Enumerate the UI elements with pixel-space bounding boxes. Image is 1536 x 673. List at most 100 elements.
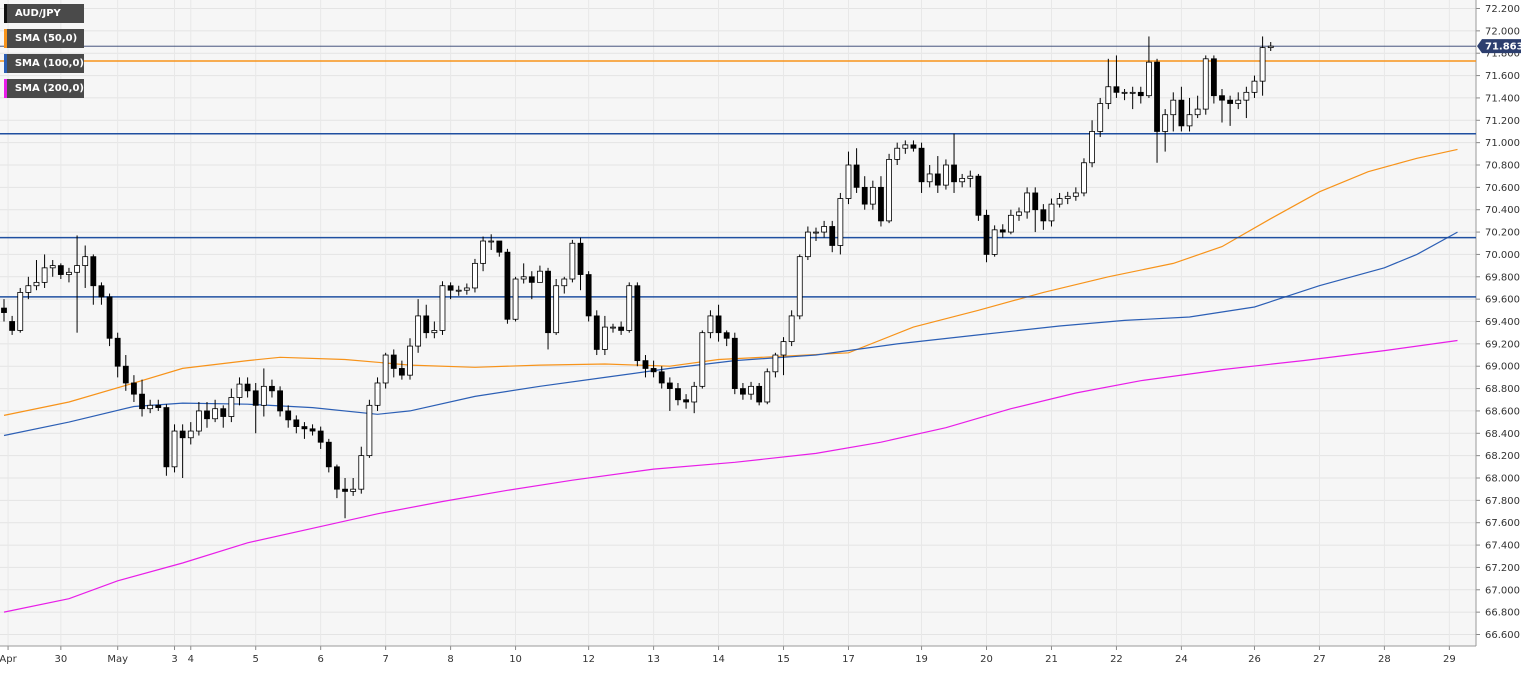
candle-body: [520, 276, 527, 280]
candle-body: [179, 430, 186, 439]
candle-body: [496, 240, 503, 253]
candle-body: [212, 408, 219, 420]
candle-body: [1048, 203, 1055, 222]
y-tick-label: 68.400: [1485, 429, 1520, 440]
x-tick-label: 21: [1045, 654, 1058, 665]
candle-body: [1227, 99, 1234, 104]
candle-body: [1097, 103, 1104, 132]
y-tick-label: 71.000: [1485, 138, 1520, 149]
candle-body: [683, 399, 689, 403]
candle-body: [139, 393, 145, 410]
current-price-label: 71.863: [1485, 42, 1524, 53]
candle-body: [959, 178, 966, 183]
y-tick-label: 67.000: [1485, 585, 1520, 596]
candle-body: [1064, 195, 1071, 199]
candle-body: [715, 315, 722, 334]
x-tick-label: 28: [1378, 654, 1391, 665]
candle-body: [861, 186, 868, 205]
candle-body: [1105, 86, 1112, 104]
y-tick-label: 72.200: [1485, 4, 1520, 15]
candle-body: [1024, 192, 1031, 213]
x-tick-label: 15: [777, 654, 790, 665]
x-tick-label: 30: [54, 654, 67, 665]
candle-body: [342, 488, 348, 492]
candle-body: [423, 315, 430, 334]
candle-body: [853, 164, 860, 188]
candle-body: [220, 408, 227, 417]
legend-swatch-sma50: [4, 29, 7, 48]
candle-body: [301, 426, 308, 430]
y-tick-label: 69.800: [1485, 272, 1520, 283]
candle-body: [57, 265, 64, 275]
candle-body: [1089, 131, 1095, 164]
x-tick-label: 27: [1313, 654, 1326, 665]
candle-body: [1040, 209, 1047, 222]
candle-body: [788, 315, 795, 343]
candle-body: [626, 285, 633, 331]
candle-body: [447, 285, 454, 291]
y-tick-label: 67.200: [1485, 563, 1520, 574]
candle-body: [277, 390, 283, 412]
x-tick-label: 13: [647, 654, 660, 665]
candle-body: [585, 274, 592, 317]
legend-label-sma50: SMA (50,0): [15, 33, 78, 44]
candle-body: [350, 488, 357, 492]
candle-body: [512, 278, 519, 320]
candle-body: [642, 360, 649, 369]
candle-body: [666, 382, 673, 389]
x-tick-label: 6: [317, 654, 323, 665]
candle-body: [561, 278, 568, 287]
candle-body: [821, 226, 828, 233]
candle-body: [772, 354, 779, 373]
candle-body: [9, 321, 16, 331]
candle-body: [845, 164, 852, 199]
candle-body: [480, 240, 486, 264]
candle-body: [1259, 47, 1266, 82]
candle-body: [1194, 108, 1201, 116]
candle-body: [98, 285, 105, 298]
y-tick-label: 70.000: [1485, 250, 1520, 261]
x-tick-label: 4: [188, 654, 194, 665]
candle-body: [1, 307, 7, 313]
candle-body: [204, 410, 210, 420]
candle-body: [894, 147, 901, 160]
candle-body: [155, 404, 162, 408]
y-tick-label: 69.000: [1485, 362, 1520, 373]
candle-body: [374, 382, 381, 406]
candle-body: [195, 410, 202, 432]
candle-body: [472, 262, 478, 289]
candle-body: [650, 368, 657, 373]
y-tick-label: 67.600: [1485, 518, 1520, 529]
legend-swatch-sma100: [4, 54, 7, 73]
candle-body: [1072, 192, 1079, 197]
candle-body: [675, 388, 681, 401]
candle-body: [106, 296, 113, 339]
y-tick-label: 71.600: [1485, 71, 1520, 82]
candle-body: [748, 385, 754, 395]
candle-body: [382, 354, 389, 384]
candle-body: [1235, 99, 1242, 104]
candle-body: [171, 430, 178, 468]
candle-body: [1137, 91, 1144, 97]
x-tick-label: Apr: [0, 654, 18, 665]
y-tick-label: 67.800: [1485, 496, 1520, 507]
candle-body: [41, 267, 48, 283]
y-tick-label: 71.800: [1485, 49, 1520, 60]
y-tick-label: 68.200: [1485, 451, 1520, 462]
candle-body: [25, 285, 32, 293]
candle-body: [463, 287, 470, 291]
candle-body: [740, 388, 746, 395]
candle-body: [975, 175, 982, 216]
y-tick-label: 70.400: [1485, 205, 1520, 216]
candle-body: [1016, 211, 1022, 216]
candle-body: [358, 455, 365, 490]
x-tick-label: 29: [1443, 654, 1456, 665]
candle-body: [902, 144, 909, 149]
candle-body: [878, 186, 884, 222]
candle-body: [1202, 58, 1209, 110]
candle-body: [528, 276, 535, 283]
candle-body: [504, 251, 511, 320]
candle-body: [934, 173, 941, 186]
candle-body: [1267, 45, 1274, 49]
legend-label-sma100: SMA (100,0): [14, 58, 84, 69]
